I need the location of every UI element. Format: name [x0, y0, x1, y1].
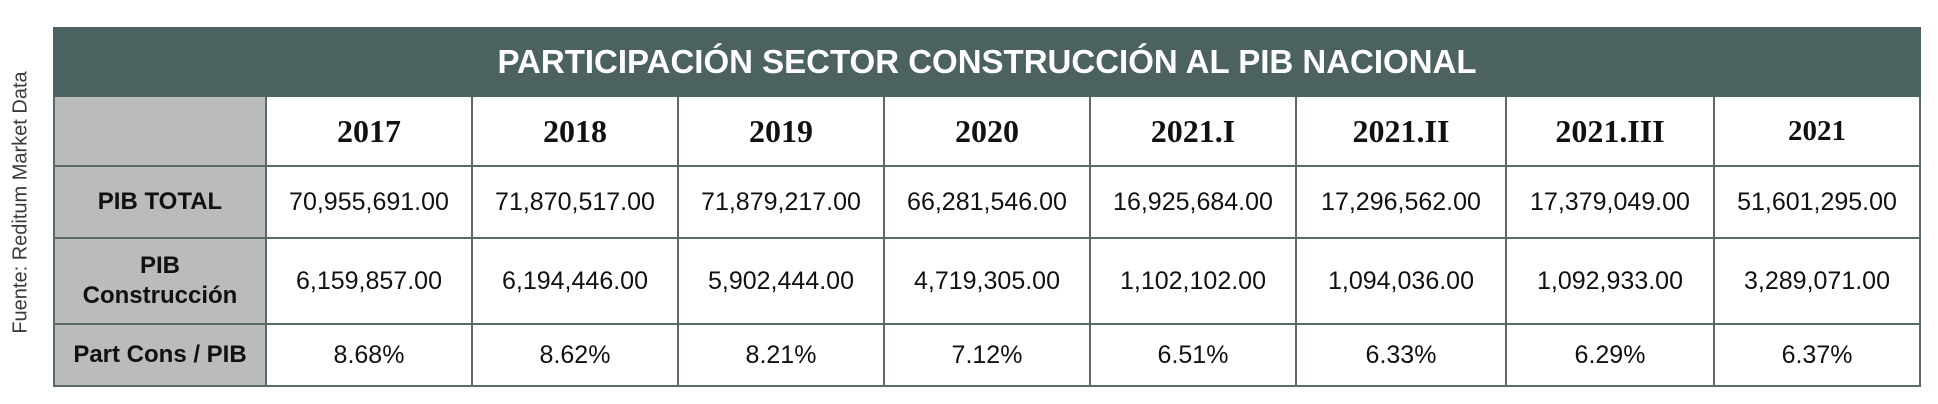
column-header: 2021.III: [1505, 95, 1715, 167]
table-cell: 6.37%: [1712, 323, 1922, 387]
row-label: Part Cons / PIB: [53, 323, 267, 387]
table-cell: 6,194,446.00: [471, 237, 679, 325]
data-table-container: PARTICIPACIÓN SECTOR CONSTRUCCIÓN AL PIB…: [52, 27, 1922, 387]
title-row: PARTICIPACIÓN SECTOR CONSTRUCCIÓN AL PIB…: [52, 27, 1922, 97]
table-row: PIB Construcción 6,159,857.00 6,194,446.…: [53, 237, 1922, 325]
table-cell: 8.62%: [471, 323, 679, 387]
row-label: PIB TOTAL: [53, 165, 267, 239]
table-cell: 71,879,217.00: [677, 165, 885, 239]
column-header: 2021.I: [1089, 95, 1297, 167]
header-row: 2017 2018 2019 2020 2021.I 2021.II 2021.…: [53, 95, 1922, 167]
table-cell: 5,902,444.00: [677, 237, 885, 325]
table-title: PARTICIPACIÓN SECTOR CONSTRUCCIÓN AL PIB…: [52, 27, 1922, 97]
table-cell: 51,601,295.00: [1712, 165, 1922, 239]
table-cell: 17,296,562.00: [1295, 165, 1507, 239]
pib-table: PARTICIPACIÓN SECTOR CONSTRUCCIÓN AL PIB…: [52, 27, 1922, 387]
column-header: 2017: [265, 95, 473, 167]
table-row: Part Cons / PIB 8.68% 8.62% 8.21% 7.12% …: [53, 323, 1922, 387]
table-cell: 17,379,049.00: [1505, 165, 1715, 239]
source-text: Fuente: Reditum Market Data: [9, 70, 32, 334]
table-cell: 8.68%: [265, 323, 473, 387]
table-cell: 71,870,517.00: [471, 165, 679, 239]
table-cell: 66,281,546.00: [883, 165, 1091, 239]
table-cell: 7.12%: [883, 323, 1091, 387]
table-row: PIB TOTAL 70,955,691.00 71,870,517.00 71…: [53, 165, 1922, 239]
table-cell: 4,719,305.00: [883, 237, 1091, 325]
column-header: 2020: [883, 95, 1091, 167]
table-cell: 6.33%: [1295, 323, 1507, 387]
table-cell: 1,094,036.00: [1295, 237, 1507, 325]
table-cell: 6.29%: [1505, 323, 1715, 387]
table-cell: 16,925,684.00: [1089, 165, 1297, 239]
table-cell: 3,289,071.00: [1712, 237, 1922, 325]
table-cell: 1,092,933.00: [1505, 237, 1715, 325]
row-label-line: PIB: [139, 252, 180, 279]
table-cell: 70,955,691.00: [265, 165, 473, 239]
corner-cell: [53, 95, 267, 167]
source-note: Fuente: Reditum Market Data: [2, 0, 40, 404]
row-label-line: Construcción: [82, 282, 238, 309]
column-header: 2019: [677, 95, 885, 167]
column-header: 2021: [1712, 95, 1922, 167]
row-label: PIB Construcción: [53, 237, 267, 325]
table-cell: 8.21%: [677, 323, 885, 387]
table-cell: 6.51%: [1089, 323, 1297, 387]
table-cell: 6,159,857.00: [265, 237, 473, 325]
table-cell: 1,102,102.00: [1089, 237, 1297, 325]
column-header: 2021.II: [1295, 95, 1507, 167]
column-header: 2018: [471, 95, 679, 167]
